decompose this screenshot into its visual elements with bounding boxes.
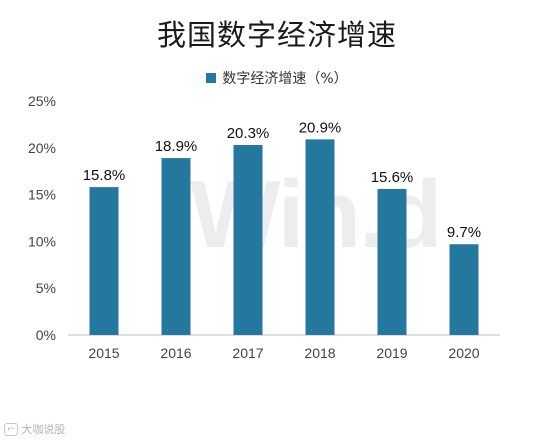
legend-swatch: [206, 73, 217, 83]
y-tick-label: 15%: [28, 187, 56, 203]
data-label: 20.3%: [227, 125, 270, 142]
bar: [305, 139, 335, 335]
bar: [89, 187, 119, 335]
bar: [161, 158, 191, 335]
bar: [449, 244, 479, 335]
legend-label: 数字经济增速（%）: [222, 71, 348, 87]
x-tick-label: 2016: [160, 345, 191, 361]
chart-title: 我国数字经济增速: [156, 18, 397, 52]
watermark-icon: ⌐: [4, 422, 19, 436]
footer-watermark-text: 大咖说股: [21, 423, 66, 436]
data-label: 9.7%: [447, 224, 481, 241]
data-label: 15.8%: [83, 167, 126, 184]
data-label: 18.9%: [155, 138, 198, 155]
bar: [233, 144, 263, 335]
y-tick-label: 20%: [28, 140, 56, 156]
data-label: 20.9%: [299, 119, 342, 136]
x-tick-label: 2017: [232, 345, 263, 361]
x-tick-label: 2018: [304, 345, 335, 361]
y-tick-label: 25%: [28, 93, 56, 109]
x-tick-label: 2020: [448, 345, 479, 361]
y-tick-label: 0%: [36, 327, 56, 343]
y-tick-label: 5%: [36, 280, 56, 296]
y-tick-label: 10%: [28, 233, 56, 249]
data-label: 15.6%: [371, 169, 414, 186]
x-tick-label: 2015: [88, 345, 119, 361]
x-tick-label: 2019: [376, 345, 407, 361]
chart-legend: 数字经济增速（%）: [0, 68, 554, 88]
footer-watermark: ⌐ 大咖说股: [4, 421, 65, 437]
bar: [377, 188, 407, 335]
